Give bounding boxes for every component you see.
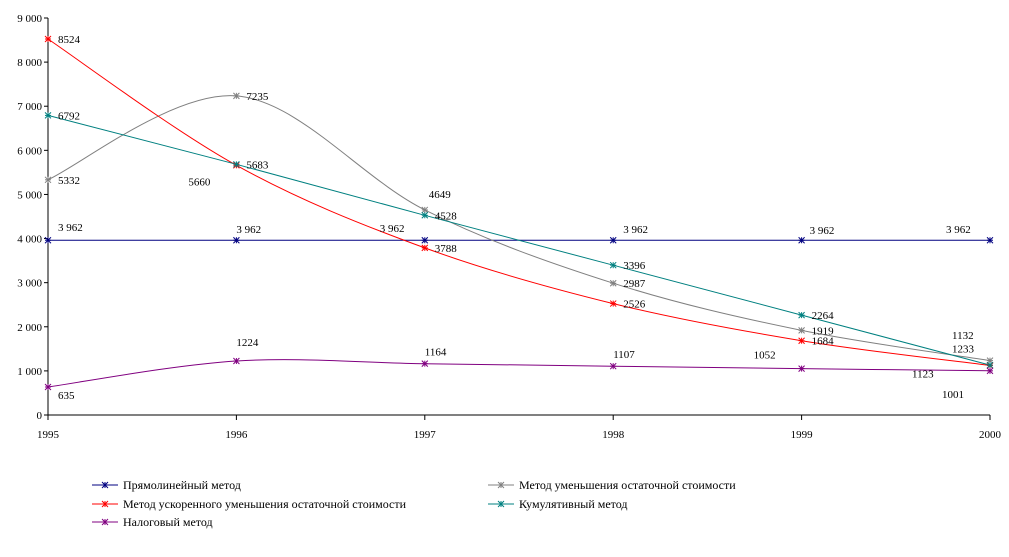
- legend: Прямолинейный метод Метод уменьшения оста…: [92, 478, 736, 529]
- data-point-marker: [609, 362, 617, 370]
- legend-swatch-marker: [497, 500, 505, 508]
- data-label: 2264: [812, 310, 835, 322]
- data-label: 3 962: [946, 224, 971, 236]
- legend-item: Метод ускоренного уменьшения остаточной …: [92, 497, 407, 511]
- legend-item: Кумулятивный метод: [488, 497, 628, 511]
- data-point-marker: [609, 300, 617, 307]
- data-point-marker: [986, 361, 994, 369]
- data-point-marker: [233, 236, 240, 244]
- data-label: 8524: [58, 34, 81, 46]
- y-tick-label: 9 000: [17, 13, 42, 25]
- legend-swatch-marker: [101, 481, 109, 489]
- data-label: 1233: [952, 344, 975, 356]
- legend-swatch-marker: [101, 500, 109, 508]
- data-point-marker: [798, 311, 805, 319]
- data-label: 1164: [425, 347, 447, 359]
- y-tick-label: 1 000: [17, 366, 42, 378]
- data-label: 4649: [429, 189, 452, 201]
- legend-label: Метод уменьшения остаточной стоимости: [519, 478, 736, 492]
- data-label: 1052: [754, 350, 776, 362]
- data-label: 3396: [623, 260, 646, 272]
- data-label: 6792: [58, 110, 80, 122]
- data-point-marker: [44, 112, 52, 119]
- data-label: 4528: [435, 210, 458, 222]
- y-tick-label: 8 000: [17, 57, 42, 69]
- y-tick-label: 7 000: [17, 101, 42, 113]
- legend-item: Налоговый метод: [92, 515, 213, 529]
- data-label: 3 962: [236, 224, 261, 236]
- legend-swatch-marker: [101, 518, 109, 526]
- x-tick-label: 2000: [979, 429, 1002, 441]
- data-label: 5332: [58, 175, 80, 187]
- data-point-marker: [421, 211, 429, 219]
- data-point-marker: [421, 206, 429, 214]
- y-tick-label: 0: [37, 410, 43, 422]
- series-line-1: [47, 95, 991, 362]
- data-label: 1919: [812, 325, 835, 337]
- legend-label: Метод ускоренного уменьшения остаточной …: [123, 497, 407, 511]
- series-line-3: [47, 114, 991, 366]
- legend-label: Налоговый метод: [123, 515, 213, 529]
- data-point-marker: [798, 337, 805, 345]
- legend-label: Прямолинейный метод: [123, 478, 241, 492]
- data-label: 7235: [246, 91, 269, 103]
- legend-label: Кумулятивный метод: [519, 497, 628, 511]
- data-point-marker: [609, 279, 617, 287]
- data-label: 3 962: [58, 222, 83, 234]
- x-tick-label: 1995: [37, 429, 60, 441]
- data-label: 3 962: [810, 225, 835, 237]
- data-point-marker: [233, 160, 240, 168]
- y-tick-label: 3 000: [17, 278, 42, 290]
- series-line-4: [47, 359, 991, 388]
- data-label: 3 962: [380, 223, 405, 235]
- data-label: 2987: [623, 278, 646, 290]
- series-line-2: [47, 38, 991, 366]
- data-point-marker: [609, 261, 617, 269]
- y-tick-label: 4 000: [17, 234, 42, 246]
- y-tick-label: 5 000: [17, 189, 42, 201]
- x-tick-label: 1996: [225, 429, 248, 441]
- data-label: 3788: [435, 243, 458, 255]
- data-point-marker: [44, 383, 52, 391]
- data-point-marker: [609, 236, 617, 244]
- data-label: 1107: [613, 349, 635, 361]
- data-label: 1001: [942, 389, 964, 401]
- data-label: 1132: [952, 330, 974, 342]
- series-markers: [44, 35, 994, 391]
- data-point-marker: [798, 326, 805, 334]
- legend-swatch-marker: [497, 481, 505, 489]
- legend-item: Метод уменьшения остаточной стоимости: [488, 478, 736, 492]
- x-tick-label: 1998: [602, 429, 625, 441]
- data-point-marker: [233, 92, 240, 100]
- data-point-marker: [421, 244, 429, 252]
- data-point-marker: [233, 357, 240, 365]
- data-label: 5683: [246, 159, 269, 171]
- data-label: 3 962: [623, 224, 648, 236]
- data-point-marker: [986, 367, 994, 375]
- y-tick-label: 6 000: [17, 145, 42, 157]
- data-point-marker: [44, 35, 52, 43]
- y-tick-label: 2 000: [17, 322, 42, 334]
- data-point-marker: [44, 176, 52, 184]
- x-tick-label: 1999: [791, 429, 814, 441]
- data-point-marker: [798, 236, 805, 244]
- data-label: 635: [58, 390, 75, 402]
- data-point-marker: [421, 236, 429, 244]
- data-label: 1123: [912, 369, 934, 381]
- chart-axes: 0 1 000 2 000 3 000 4 000 5 000 6 000 7 000 8 00…: [17, 13, 1001, 441]
- data-label: 1684: [812, 336, 835, 348]
- series-lines: [47, 38, 991, 388]
- data-point-marker: [798, 365, 805, 372]
- data-point-marker: [421, 360, 429, 368]
- x-tick-label: 1997: [414, 429, 437, 441]
- data-label: 1224: [236, 337, 259, 349]
- data-label: 2526: [623, 299, 646, 311]
- data-label: 5660: [188, 176, 211, 188]
- data-point-marker: [986, 236, 994, 244]
- data-labels: 3 962 3 962 3 962 3 962 3 962 3 962 5332 7235 46…: [58, 34, 975, 402]
- legend-item: Прямолинейный метод: [92, 478, 241, 492]
- data-point-marker: [44, 236, 52, 244]
